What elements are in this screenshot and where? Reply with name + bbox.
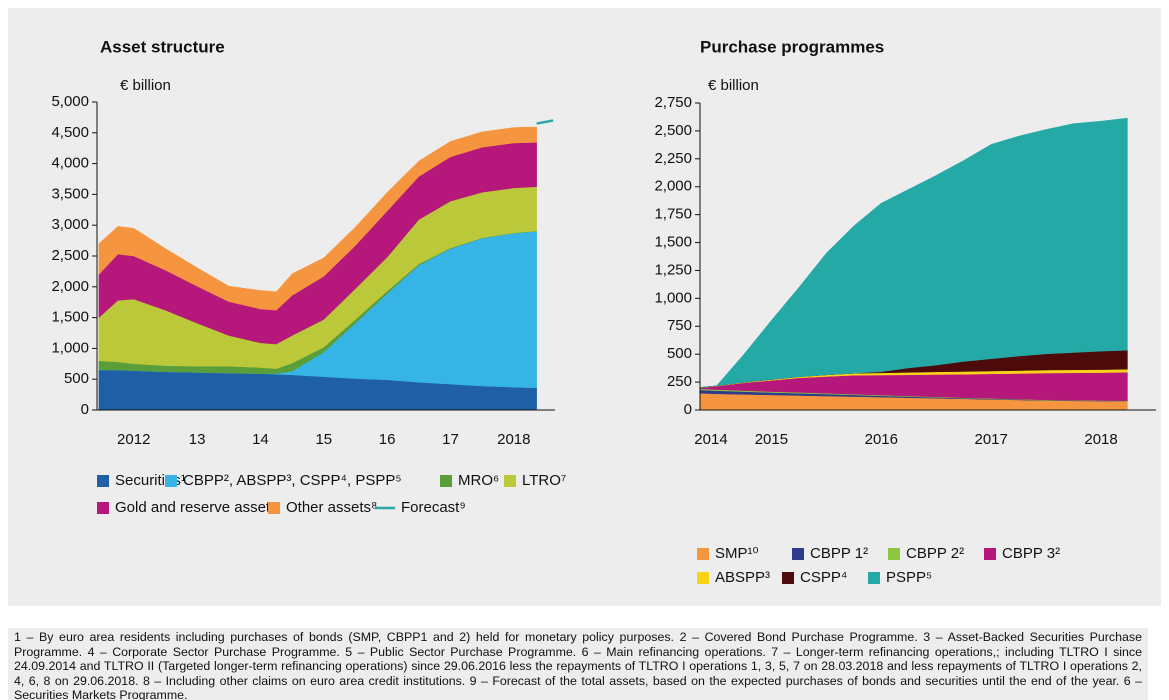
y-tick-label: 3,500 bbox=[51, 185, 89, 202]
x-tick-label: 15 bbox=[315, 431, 332, 448]
legend-label: PSPP⁵ bbox=[886, 569, 932, 586]
y-tick-label: 2,500 bbox=[51, 247, 89, 264]
legend-label: Gold and reserve assets bbox=[115, 499, 278, 516]
x-tick-label: 2012 bbox=[117, 431, 150, 448]
y-tick-label: 3,000 bbox=[51, 216, 89, 233]
legend-swatch bbox=[792, 548, 804, 560]
legend-swatch bbox=[697, 572, 709, 584]
legend-swatch bbox=[268, 502, 280, 514]
x-tick-label: 2014 bbox=[694, 431, 727, 448]
legend-swatch bbox=[697, 548, 709, 560]
y-axis-label: € billion bbox=[708, 77, 759, 94]
y-tick-label: 1,000 bbox=[51, 339, 89, 356]
x-tick-label: 16 bbox=[379, 431, 396, 448]
y-tick-label: 1,500 bbox=[654, 234, 692, 251]
area bbox=[699, 117, 1128, 388]
x-tick-label: 2016 bbox=[865, 431, 898, 448]
legend-swatch bbox=[97, 502, 109, 514]
y-tick-label: 4,500 bbox=[51, 124, 89, 141]
y-tick-label: 5,000 bbox=[51, 93, 89, 110]
legend-label: LTRO⁷ bbox=[522, 472, 566, 489]
legend-swatch bbox=[868, 572, 880, 584]
area bbox=[98, 126, 537, 311]
x-tick-label: 2018 bbox=[497, 431, 530, 448]
legend-label: CBPP 2² bbox=[906, 545, 964, 562]
x-tick-label: 2015 bbox=[755, 431, 788, 448]
y-tick-label: 0 bbox=[81, 401, 89, 418]
legend-label: MRO⁶ bbox=[458, 472, 499, 489]
y-tick-label: 2,000 bbox=[654, 178, 692, 195]
y-tick-label: 1,250 bbox=[654, 261, 692, 278]
y-tick-label: 2,750 bbox=[654, 94, 692, 111]
legend-swatch bbox=[984, 548, 996, 560]
legend-label: CBPP², ABSPP³, CSPP⁴, PSPP⁵ bbox=[183, 472, 402, 489]
chart-title: Purchase programmes bbox=[700, 37, 884, 56]
x-tick-label: 13 bbox=[189, 431, 206, 448]
legend-label: CBPP 3² bbox=[1002, 545, 1060, 562]
y-tick-label: 500 bbox=[64, 370, 89, 387]
legend-swatch bbox=[504, 475, 516, 487]
legend-label: Forecast⁹ bbox=[401, 499, 466, 516]
legend-swatch bbox=[97, 475, 109, 487]
legend-label: Other assets⁸ bbox=[286, 499, 377, 516]
y-tick-label: 4,000 bbox=[51, 155, 89, 172]
x-tick-label: 14 bbox=[252, 431, 269, 448]
legend-swatch bbox=[782, 572, 794, 584]
y-axis-label: € billion bbox=[120, 77, 171, 94]
legend-swatch bbox=[888, 548, 900, 560]
charts: Asset structure€ billionSecurities¹CBPP²… bbox=[8, 8, 1161, 606]
footnote: 1 – By euro area residents including pur… bbox=[8, 628, 1148, 700]
forecast-line bbox=[536, 119, 554, 125]
y-tick-label: 1,750 bbox=[654, 206, 692, 223]
legend-label: ABSPP³ bbox=[715, 569, 770, 586]
legend-swatch bbox=[165, 475, 177, 487]
x-tick-label: 2018 bbox=[1084, 431, 1117, 448]
legend-swatch bbox=[440, 475, 452, 487]
y-tick-label: 0 bbox=[684, 401, 692, 418]
y-tick-label: 2,500 bbox=[654, 122, 692, 139]
y-tick-label: 500 bbox=[667, 345, 692, 362]
y-tick-label: 1,500 bbox=[51, 309, 89, 326]
legend-label: CSPP⁴ bbox=[800, 569, 847, 586]
legend-label: CBPP 1² bbox=[810, 545, 868, 562]
y-tick-label: 250 bbox=[667, 373, 692, 390]
y-tick-label: 1,000 bbox=[654, 289, 692, 306]
y-tick-label: 2,250 bbox=[654, 150, 692, 167]
x-tick-label: 17 bbox=[442, 431, 459, 448]
y-tick-label: 750 bbox=[667, 317, 692, 334]
x-tick-label: 2017 bbox=[974, 431, 1007, 448]
y-tick-label: 2,000 bbox=[51, 278, 89, 295]
legend-label: SMP¹⁰ bbox=[715, 545, 759, 562]
chart-title: Asset structure bbox=[100, 37, 225, 56]
